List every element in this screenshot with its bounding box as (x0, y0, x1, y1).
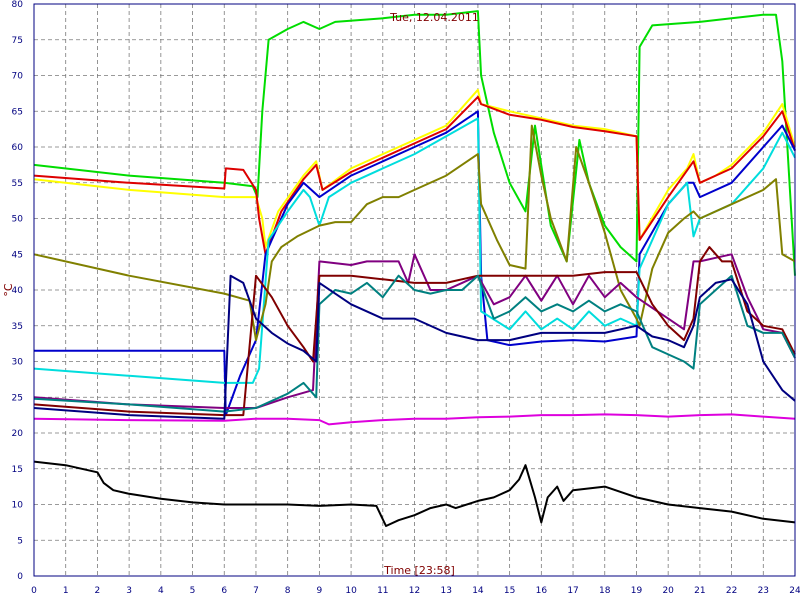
x-tick-label: 12 (409, 586, 420, 596)
y-tick-label: 40 (12, 286, 24, 296)
chart-title: Tue, 12.04.2011 (389, 11, 479, 24)
x-tick-label: 23 (758, 586, 769, 596)
x-tick-label: 5 (190, 586, 196, 596)
x-tick-label: 16 (536, 586, 548, 596)
y-tick-label: 25 (12, 393, 23, 403)
x-tick-label: 1 (63, 586, 69, 596)
y-tick-label: 45 (12, 250, 23, 260)
x-tick-label: 9 (317, 586, 323, 596)
x-tick-label: 14 (472, 586, 484, 596)
series-line-5 (33, 117, 796, 384)
tick-labels: 0 1 2 3 4 5 6 7 8 9 10 11 12 13 14 15 16 17 18 19 20 21 22 23 24… (12, 0, 800, 596)
x-tick-label: 0 (31, 586, 37, 596)
series-line-10 (33, 274, 796, 420)
x-tick-label: 17 (567, 586, 578, 596)
series-line-6 (33, 124, 796, 342)
x-tick-label: 15 (504, 586, 515, 596)
y-tick-label: 65 (12, 107, 23, 117)
y-tick-label: 20 (12, 429, 24, 439)
series-line-12 (33, 460, 796, 527)
x-tick-label: 21 (694, 586, 705, 596)
x-tick-label: 10 (345, 586, 357, 596)
x-tick-label: 24 (789, 586, 800, 596)
y-tick-label: 5 (17, 536, 23, 546)
series-line-11 (33, 413, 796, 426)
x-tick-label: 19 (631, 586, 643, 596)
series-line-3 (33, 95, 796, 256)
plot-frame (33, 3, 796, 577)
grid (33, 3, 796, 577)
x-tick-label: 18 (599, 586, 611, 596)
y-tick-label: 50 (12, 215, 24, 225)
series-line-1 (33, 10, 796, 276)
y-tick-label: 75 (12, 36, 23, 46)
x-tick-label: 20 (662, 586, 674, 596)
x-tick-label: 13 (440, 586, 451, 596)
y-tick-label: 55 (12, 179, 23, 189)
series-group (33, 10, 796, 527)
y-tick-label: 80 (12, 0, 24, 10)
x-tick-label: 6 (221, 586, 227, 596)
y-axis-label: °C (2, 283, 15, 297)
y-tick-label: 35 (12, 322, 23, 332)
series-line-8 (33, 246, 796, 417)
y-tick-label: 60 (12, 143, 24, 153)
x-tick-label: 3 (126, 586, 132, 596)
series-line-7 (33, 253, 796, 409)
x-tick-label: 8 (285, 586, 291, 596)
series-line-9 (33, 274, 796, 413)
x-tick-label: 7 (253, 586, 259, 596)
x-tick-label: 4 (158, 586, 164, 596)
y-tick-label: 0 (17, 572, 23, 582)
y-tick-label: 10 (12, 501, 24, 511)
x-tick-label: 11 (377, 586, 388, 596)
y-tick-label: 15 (12, 465, 23, 475)
x-tick-label: 22 (726, 586, 737, 596)
y-tick-label: 70 (12, 72, 24, 82)
y-tick-label: 30 (12, 358, 24, 368)
x-axis-label: Time [23:58] (383, 564, 455, 577)
x-tick-label: 2 (95, 586, 101, 596)
